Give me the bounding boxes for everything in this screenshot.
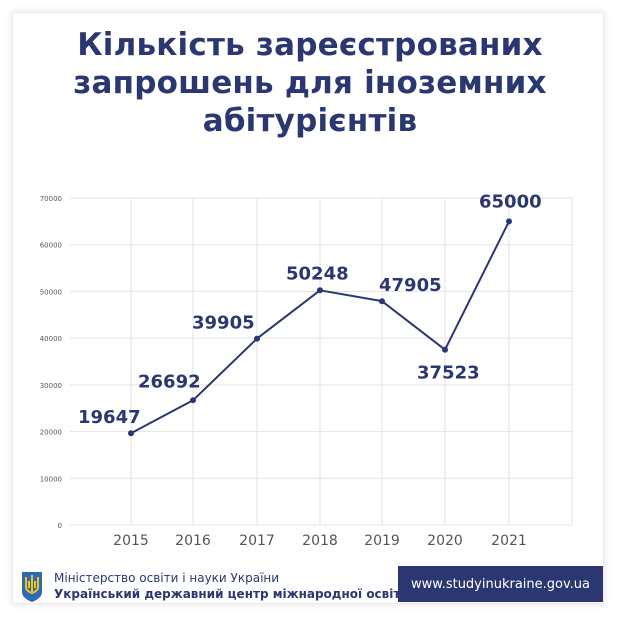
data-label: 50248 xyxy=(286,263,349,284)
x-tick-label: 2019 xyxy=(364,533,400,549)
data-label: 26692 xyxy=(138,371,201,392)
title-line-1: Кількість зареєстрованих xyxy=(77,27,543,63)
data-label: 65000 xyxy=(479,191,542,212)
data-point xyxy=(190,397,196,404)
center-name: Український державний центр міжнародної … xyxy=(54,587,409,601)
y-tick-label: 30000 xyxy=(40,382,62,390)
footer-ministry: Міністерство освіти і науки України Укра… xyxy=(20,566,409,606)
y-tick-label: 20000 xyxy=(40,429,62,437)
data-label: 37523 xyxy=(417,363,480,384)
y-tick-label: 40000 xyxy=(40,335,62,343)
x-tick-label: 2016 xyxy=(175,533,211,549)
data-label: 19647 xyxy=(78,407,141,428)
y-tick-label: 10000 xyxy=(40,475,62,483)
x-tick-label: 2017 xyxy=(239,533,275,549)
data-label: 39905 xyxy=(192,313,255,334)
data-point xyxy=(379,298,385,305)
x-tick-label: 2021 xyxy=(491,533,527,549)
data-point xyxy=(254,335,260,342)
x-tick-label: 2020 xyxy=(427,533,463,549)
x-tick-label: 2018 xyxy=(302,533,338,549)
ministry-name: Міністерство освіти і науки України xyxy=(54,571,280,585)
data-point xyxy=(442,346,448,353)
y-tick-label: 50000 xyxy=(40,288,62,296)
chart-title: Кількість зареєстрованих запрошень для і… xyxy=(0,26,620,140)
data-point xyxy=(506,218,512,225)
data-point xyxy=(317,287,323,294)
infographic-card xyxy=(13,13,603,603)
trident-emblem-icon xyxy=(22,572,42,602)
title-line-2: запрошень для іноземних xyxy=(73,65,547,101)
data-point xyxy=(128,430,134,437)
data-label: 47905 xyxy=(379,275,442,296)
y-tick-label: 0 xyxy=(58,522,62,530)
y-tick-label: 60000 xyxy=(40,242,62,250)
y-tick-label: 70000 xyxy=(40,195,62,203)
x-tick-label: 2015 xyxy=(113,533,149,549)
website-link[interactable]: www.studyinukraine.gov.ua xyxy=(398,566,603,602)
title-line-3: абітурієнтів xyxy=(202,103,418,139)
